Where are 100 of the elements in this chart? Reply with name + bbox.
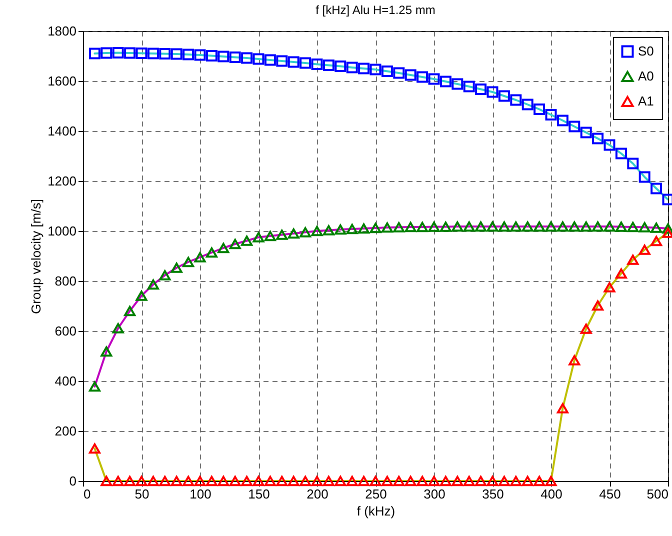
- legend-label: S0: [638, 44, 654, 58]
- point: [346, 224, 358, 234]
- point: [393, 67, 405, 79]
- point: [252, 476, 264, 486]
- point: [100, 47, 112, 59]
- point: [638, 171, 650, 183]
- point: [241, 52, 253, 64]
- point: [322, 60, 334, 71]
- point: [276, 230, 288, 240]
- point: [592, 300, 604, 311]
- point: [650, 182, 662, 194]
- point: [545, 221, 557, 232]
- point: [440, 476, 452, 486]
- point: [194, 252, 206, 262]
- x-axis-title: f (kHz): [356, 504, 396, 518]
- point: [416, 476, 428, 486]
- x-tick-label: 50: [134, 486, 150, 502]
- point: [358, 476, 370, 486]
- point: [393, 222, 405, 232]
- y-tick-label: 800: [54, 274, 76, 288]
- point: [264, 476, 276, 486]
- point: [334, 60, 346, 72]
- point: [370, 222, 382, 234]
- point: [568, 355, 580, 366]
- y-tick-label: 0: [69, 474, 76, 488]
- point: [510, 94, 522, 106]
- point: [264, 54, 276, 66]
- point: [147, 476, 159, 486]
- x-tick-label: 250: [365, 486, 387, 502]
- point: [370, 64, 382, 76]
- point: [194, 476, 206, 486]
- y-tick-label: 1600: [48, 74, 76, 88]
- point: [580, 324, 592, 334]
- point: [428, 476, 440, 486]
- point: [568, 120, 580, 132]
- point: [370, 476, 382, 486]
- point: [136, 48, 148, 59]
- point: [404, 476, 416, 486]
- point: [627, 158, 639, 170]
- point: [124, 47, 136, 59]
- point: [311, 226, 323, 236]
- point: [288, 228, 300, 239]
- point: [580, 126, 592, 138]
- point: [252, 53, 264, 65]
- point: [650, 222, 662, 233]
- point: [498, 90, 510, 102]
- point: [136, 476, 148, 486]
- point: [545, 109, 557, 120]
- point: [229, 52, 241, 63]
- legend-label: A1: [638, 94, 654, 108]
- point: [100, 476, 112, 486]
- point: [288, 476, 300, 486]
- point: [159, 270, 171, 280]
- point: [276, 476, 288, 486]
- point: [475, 476, 487, 486]
- point: [381, 476, 393, 486]
- point: [194, 49, 206, 61]
- point: [522, 98, 534, 110]
- point: [498, 476, 510, 486]
- point: [510, 221, 522, 232]
- point: [522, 221, 534, 232]
- point: [206, 247, 218, 258]
- point: [452, 476, 464, 486]
- point: [229, 238, 241, 250]
- point: [416, 222, 428, 232]
- point: [510, 476, 522, 486]
- point: [604, 221, 616, 232]
- point: [88, 443, 100, 454]
- point: [463, 476, 475, 486]
- x-tick-label: 150: [248, 486, 270, 502]
- point: [627, 254, 639, 265]
- point: [604, 139, 616, 151]
- point: [300, 227, 312, 238]
- point: [311, 58, 323, 70]
- point: [592, 132, 604, 144]
- point: [112, 323, 124, 334]
- point: [534, 221, 546, 232]
- point: [534, 476, 546, 486]
- point: [136, 290, 148, 301]
- point: [416, 71, 428, 83]
- point: [218, 242, 230, 254]
- point: [615, 148, 627, 160]
- x-tick-label: 200: [306, 486, 328, 502]
- point: [404, 222, 416, 232]
- point: [346, 62, 358, 74]
- point: [276, 55, 288, 67]
- point: [358, 223, 370, 234]
- point: [604, 282, 616, 292]
- point: [556, 221, 568, 232]
- point: [100, 346, 112, 357]
- point: [170, 48, 182, 60]
- y-axis-title: Group velocity [m/s]: [28, 199, 44, 314]
- point: [463, 80, 475, 92]
- point: [545, 476, 557, 486]
- point: [404, 69, 416, 81]
- y-tick-label: 400: [54, 374, 76, 388]
- legend-label: A0: [638, 68, 654, 84]
- y-tick-label: 1800: [48, 24, 76, 38]
- x-tick-label: 350: [482, 486, 504, 502]
- point: [206, 476, 218, 486]
